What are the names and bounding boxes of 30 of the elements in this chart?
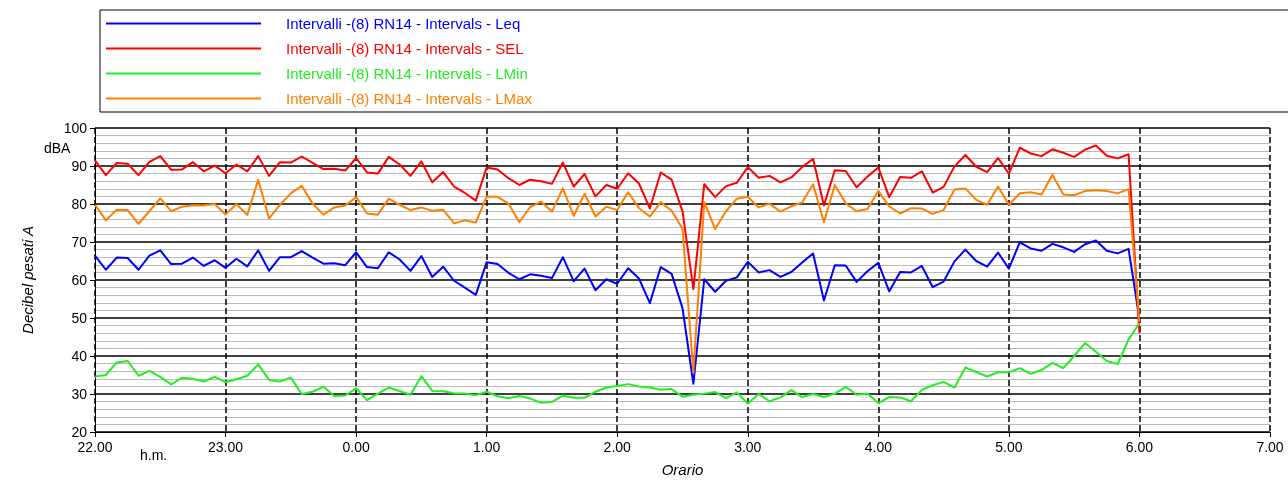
y-tick-label: 30 (71, 386, 88, 402)
x-axis-title: Orario (661, 461, 704, 478)
y-tick-label: 80 (71, 196, 88, 212)
y-tick-label: 70 (71, 234, 88, 250)
text: Intervalli -(8) RN14 - Intervals - SEL (286, 40, 524, 57)
text: h.m. (140, 447, 168, 463)
text: Intervalli -(8) RN14 - Intervals - LMax (286, 90, 533, 107)
x-tick-label: 2.00 (603, 439, 632, 455)
y-tick-label: 60 (71, 272, 88, 288)
x-tick-label: 0.00 (342, 439, 370, 455)
x-tick-label: 3.00 (734, 439, 762, 455)
text: Intervalli -(8) RN14 - Intervals - Leq (286, 15, 521, 32)
y-tick-label: 40 (71, 348, 88, 364)
text: dBA (44, 140, 72, 156)
x-tick-label: 6.00 (1125, 439, 1154, 455)
x-tick-label: 23.00 (208, 439, 244, 455)
x-tick-label: 22.00 (77, 439, 113, 455)
y-axis-title: Decibel pesati A (19, 226, 36, 334)
y-tick-label: 90 (71, 158, 88, 174)
y-tick-label: 50 (71, 310, 88, 326)
line-series (94, 144, 1141, 335)
x-tick-label: 4.00 (864, 439, 893, 455)
line-series (94, 322, 1141, 405)
text: Intervalli -(8) RN14 - Intervals - LMin (286, 65, 528, 82)
line-series (94, 173, 1141, 374)
x-tick-label: 1.00 (473, 439, 501, 455)
y-tick-label: 20 (71, 424, 88, 440)
y-tick-label: 100 (63, 120, 88, 136)
x-tick-label: 5.00 (995, 439, 1023, 455)
x-tick-label: 7.00 (1256, 439, 1284, 455)
